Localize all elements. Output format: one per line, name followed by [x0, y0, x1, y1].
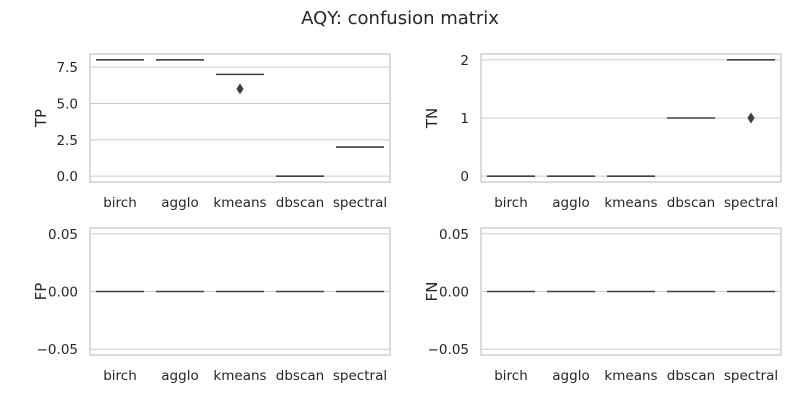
figure-title: AQY: confusion matrix: [301, 8, 499, 29]
plot-frame: [89, 53, 391, 183]
x-tick-label: birch: [494, 195, 528, 211]
y-tick-label: 0.05: [48, 227, 78, 243]
y-tick-label: 0.0: [57, 169, 78, 185]
subplot-tp: 0.0 2.5 5.0 7.5 TP birch agglo kmeans dbscan spec…: [32, 53, 391, 211]
y-tick-label: 0: [460, 169, 469, 185]
y-tick-label: 7.5: [57, 60, 78, 76]
subplot-tn: 0 1 2 TN birch agglo kmeans dbscan spectral: [423, 53, 782, 211]
y-tick-label: 0.00: [439, 285, 469, 301]
y-axis-label: FN: [423, 282, 441, 302]
plot-frame: [480, 53, 782, 183]
subplot-grid: 0.0 2.5 5.0 7.5 TP birch agglo kmeans dbscan spec…: [32, 53, 782, 384]
x-tick-label: dbscan: [276, 195, 324, 211]
y-axis-label: FP: [32, 283, 50, 301]
plot-frame: [480, 227, 782, 356]
y-tick-label: −0.05: [37, 342, 78, 358]
x-tick-label: birch: [103, 368, 137, 384]
x-tick-label: birch: [103, 195, 137, 211]
y-axis-label: TP: [32, 109, 50, 128]
x-tick-label: agglo: [552, 368, 589, 384]
x-tick-label: agglo: [552, 195, 589, 211]
x-tick-label: kmeans: [604, 368, 657, 384]
x-tick-label: dbscan: [667, 195, 715, 211]
x-tick-label: kmeans: [213, 368, 266, 384]
subplot-fp: −0.05 0.00 0.05 FP birch agglo kmeans dbscan spe…: [32, 227, 391, 384]
y-tick-label: 5.0: [57, 96, 78, 112]
x-tick-label: spectral: [333, 368, 387, 384]
y-tick-label: 1: [460, 111, 469, 127]
outlier-point: [747, 112, 755, 124]
plot-frame: [89, 227, 391, 356]
x-tick-label: spectral: [724, 195, 778, 211]
x-tick-label: dbscan: [276, 368, 324, 384]
subplot-fn: −0.05 0.00 0.05 FN birch agglo kmeans dbscan spe…: [423, 227, 782, 384]
y-tick-label: −0.05: [428, 342, 469, 358]
x-tick-label: kmeans: [213, 195, 266, 211]
x-tick-label: kmeans: [604, 195, 657, 211]
x-tick-label: birch: [494, 368, 528, 384]
x-tick-label: spectral: [333, 195, 387, 211]
y-tick-label: 0.05: [439, 227, 469, 243]
y-tick-label: 2: [460, 53, 469, 69]
outlier-point: [236, 83, 244, 95]
x-tick-label: spectral: [724, 368, 778, 384]
x-tick-label: agglo: [161, 195, 198, 211]
y-axis-label: TN: [423, 108, 441, 129]
x-tick-label: agglo: [161, 368, 198, 384]
x-tick-label: dbscan: [667, 368, 715, 384]
y-tick-label: 2.5: [57, 133, 78, 149]
y-tick-label: 0.00: [48, 285, 78, 301]
